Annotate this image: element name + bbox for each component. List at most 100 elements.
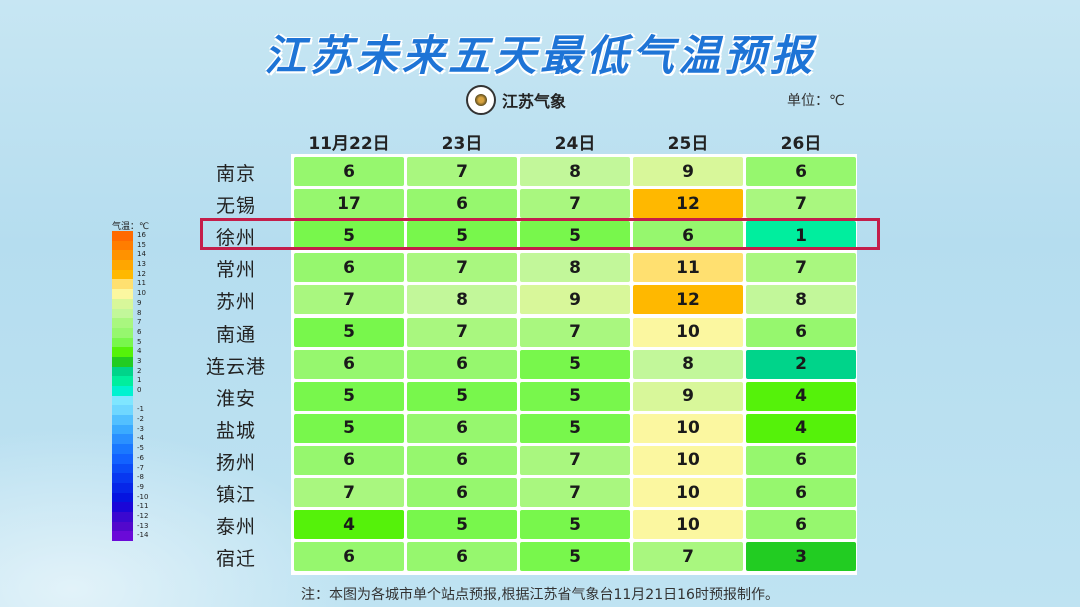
legend-label: -1 — [137, 405, 144, 414]
legend-swatch — [112, 250, 133, 261]
temperature-cell: 8 — [407, 285, 517, 315]
legend-label: -7 — [137, 463, 144, 472]
temperature-cell: 4 — [746, 381, 856, 411]
legend-swatch — [112, 386, 133, 396]
temperature-cell: 6 — [746, 157, 856, 186]
temperature-cell: 12 — [633, 285, 743, 315]
logo-text: 江苏气象 — [502, 92, 567, 111]
temperature-cell: 7 — [407, 253, 517, 283]
temperature-cell: 3 — [746, 542, 856, 572]
color-legend — [112, 231, 133, 541]
legend-label: 3 — [137, 356, 142, 365]
temperature-cell: 5 — [294, 317, 404, 347]
city-label: 南通 — [215, 323, 256, 346]
legend-label: 2 — [137, 366, 142, 375]
legend-label: 8 — [137, 308, 142, 317]
legend-label: 7 — [137, 318, 142, 327]
legend-swatch — [112, 405, 133, 416]
legend-label: 11 — [137, 279, 146, 288]
legend-label: -3 — [137, 424, 144, 433]
city-label: 镇江 — [215, 484, 256, 506]
legend-label: 4 — [137, 347, 142, 356]
legend-label: -10 — [137, 492, 149, 501]
legend-label: 13 — [137, 260, 146, 269]
temperature-cell: 6 — [407, 478, 517, 507]
column-header: 23日 — [441, 134, 483, 154]
temperature-cell: 5 — [294, 381, 404, 411]
temperature-cell: 17 — [294, 189, 404, 219]
page-title: 江苏未来五天最低气温预报 — [263, 31, 816, 80]
legend-swatch — [112, 531, 133, 541]
legend-swatch — [112, 511, 133, 522]
temperature-cell: 8 — [746, 285, 856, 315]
legend-swatch — [112, 269, 133, 280]
legend-label: 10 — [137, 289, 146, 298]
temperature-cell: 6 — [633, 221, 743, 251]
legend-swatch — [112, 308, 133, 319]
legend-swatch — [112, 337, 133, 348]
legend-label: -6 — [137, 453, 144, 462]
temperature-cell: 10 — [633, 445, 743, 475]
legend-swatch — [112, 453, 133, 464]
legend-swatch — [112, 463, 133, 474]
legend-label: -9 — [137, 482, 144, 491]
temperature-cell: 7 — [294, 285, 404, 315]
legend-swatch — [112, 260, 133, 270]
temperature-cell: 6 — [407, 349, 517, 379]
city-label: 泰州 — [215, 516, 256, 539]
legend-swatch — [112, 289, 133, 299]
temperature-cell: 9 — [520, 285, 630, 315]
legend-swatch — [112, 415, 133, 425]
logo-emblem-icon — [466, 85, 496, 115]
temperature-cell: 7 — [520, 189, 630, 219]
legend-swatch — [112, 279, 133, 290]
temperature-cell: 6 — [294, 157, 404, 186]
legend-swatch — [112, 298, 133, 309]
temperature-cell: 6 — [407, 189, 517, 219]
legend-label: -2 — [137, 415, 144, 424]
legend-label: 12 — [137, 269, 146, 278]
legend-swatch — [112, 327, 133, 338]
unit-label: 单位：℃ — [787, 93, 845, 109]
column-header: 11月22日 — [308, 134, 390, 154]
temperature-cell: 7 — [520, 445, 630, 475]
temperature-cell: 6 — [407, 542, 517, 572]
legend-label: -11 — [137, 502, 149, 511]
legend-label: 16 — [137, 231, 146, 239]
highlight-box-xuzhou — [200, 218, 880, 250]
legend-label: -8 — [137, 473, 144, 482]
temperature-cell: 7 — [520, 478, 630, 507]
temperature-cell: 5 — [520, 381, 630, 411]
legend-label: 5 — [137, 337, 142, 346]
legend-label: 14 — [137, 250, 146, 259]
legend-label: -14 — [137, 531, 149, 540]
temperature-cell: 7 — [407, 157, 517, 186]
temperature-cell: 8 — [520, 253, 630, 283]
city-label: 宿迁 — [215, 548, 256, 571]
temperature-cell: 12 — [633, 189, 743, 219]
city-label: 苏州 — [215, 291, 256, 314]
logo: 江苏气象 — [466, 84, 566, 116]
legend-swatch — [112, 366, 133, 377]
temperature-cell: 5 — [520, 542, 630, 572]
temperature-cell: 5 — [407, 221, 517, 251]
legend-swatch — [112, 376, 133, 386]
temperature-cell: 5 — [520, 349, 630, 379]
temperature-cell: 8 — [520, 157, 630, 186]
temperature-cell: 4 — [294, 510, 404, 540]
temperature-cell: 6 — [294, 253, 404, 283]
legend-label — [137, 396, 148, 406]
temperature-cell: 6 — [746, 445, 856, 475]
temperature-cell: 10 — [633, 478, 743, 507]
city-label: 扬州 — [215, 451, 256, 474]
legend-label: 9 — [137, 298, 142, 307]
legend-swatch — [112, 521, 133, 532]
column-header: 26日 — [780, 134, 822, 154]
column-header: 24日 — [554, 134, 596, 154]
legend-label: -13 — [137, 521, 149, 530]
temperature-cell: 7 — [407, 317, 517, 347]
temperature-cell: 10 — [633, 510, 743, 540]
city-label: 无锡 — [215, 195, 256, 218]
temperature-cell: 7 — [633, 542, 743, 572]
temperature-cell: 5 — [407, 510, 517, 540]
